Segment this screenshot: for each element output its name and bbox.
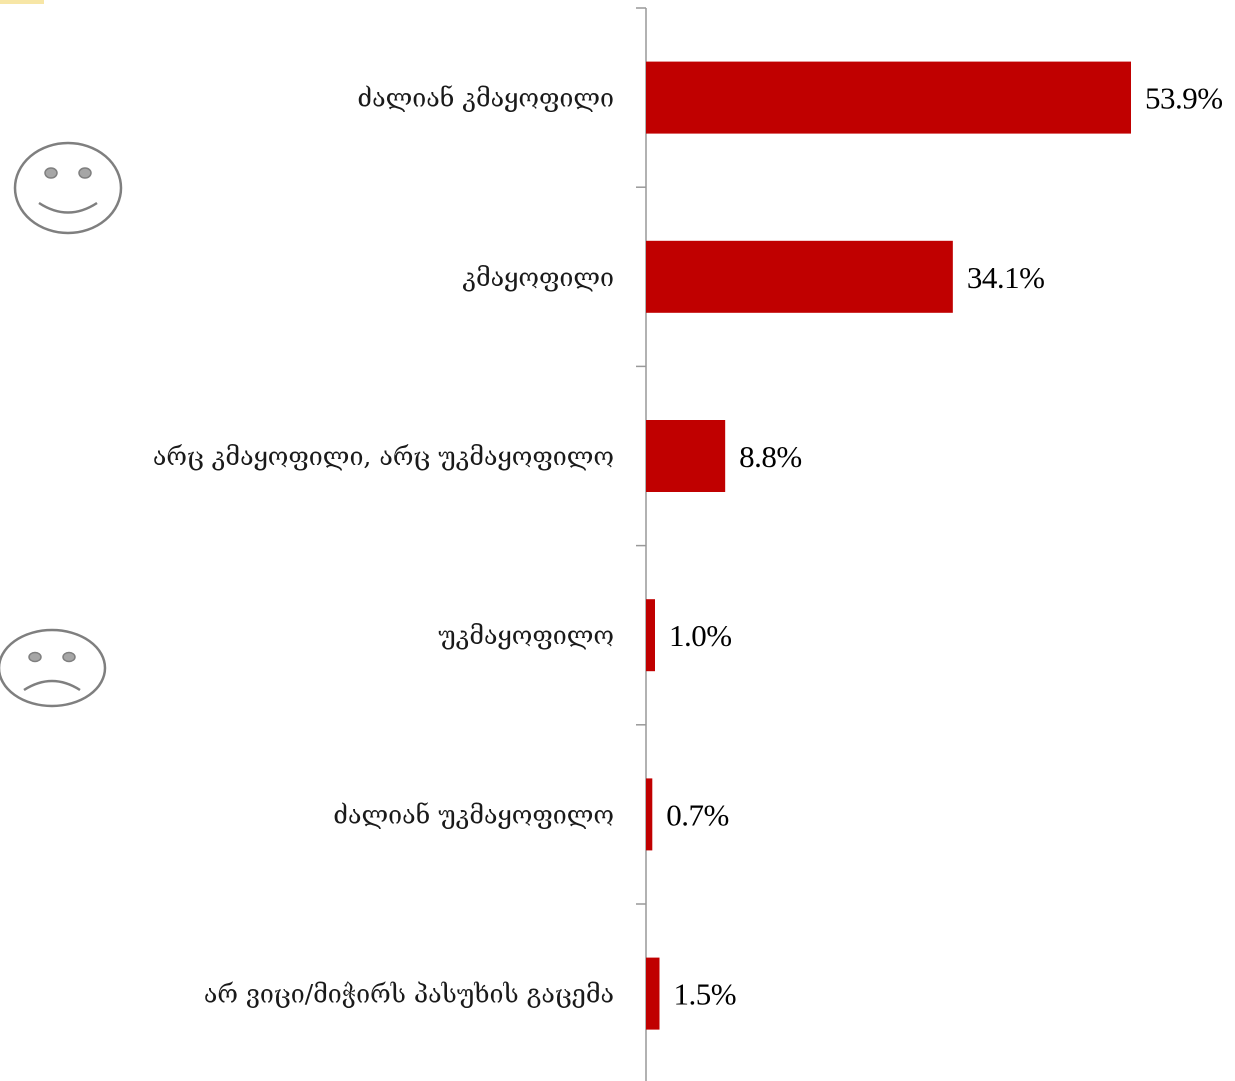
bar [646,61,1131,134]
bar [646,240,953,313]
category-label: კმაყოფილი [462,263,614,292]
category-label: ძალიან უკმაყოფილო [333,800,614,829]
category-label: ძალიან კმაყოფილი [357,84,614,113]
value-label: 1.0% [669,618,732,653]
bars-group [646,61,1131,1030]
sad-face-icon [0,628,107,708]
category-label: არ ვიცი/მიჭირს პასუხის გაცემა [204,980,614,1009]
value-label: 53.9% [1145,81,1223,116]
value-label: 8.8% [739,439,802,474]
value-label: 34.1% [967,260,1045,295]
smiley-face-icon [13,141,123,235]
value-label: 0.7% [666,797,729,832]
bar [646,778,653,851]
value-label: 1.5% [673,977,736,1012]
bar [646,599,655,672]
category-labels: ძალიან კმაყოფილი კმაყოფილი არც კმაყოფილი, … [153,84,614,1009]
category-axis [636,7,647,1081]
category-label: უკმაყოფილო [438,621,614,650]
category-label: არც კმაყოფილი, არც უკმაყოფილო [153,442,614,471]
bar [646,420,726,492]
face-icons [0,141,123,708]
value-labels: 53.9% 34.1% 8.8% 1.0% 0.7% 1.5% [666,81,1223,1012]
bar [646,957,660,1030]
corner-accent [0,0,44,4]
